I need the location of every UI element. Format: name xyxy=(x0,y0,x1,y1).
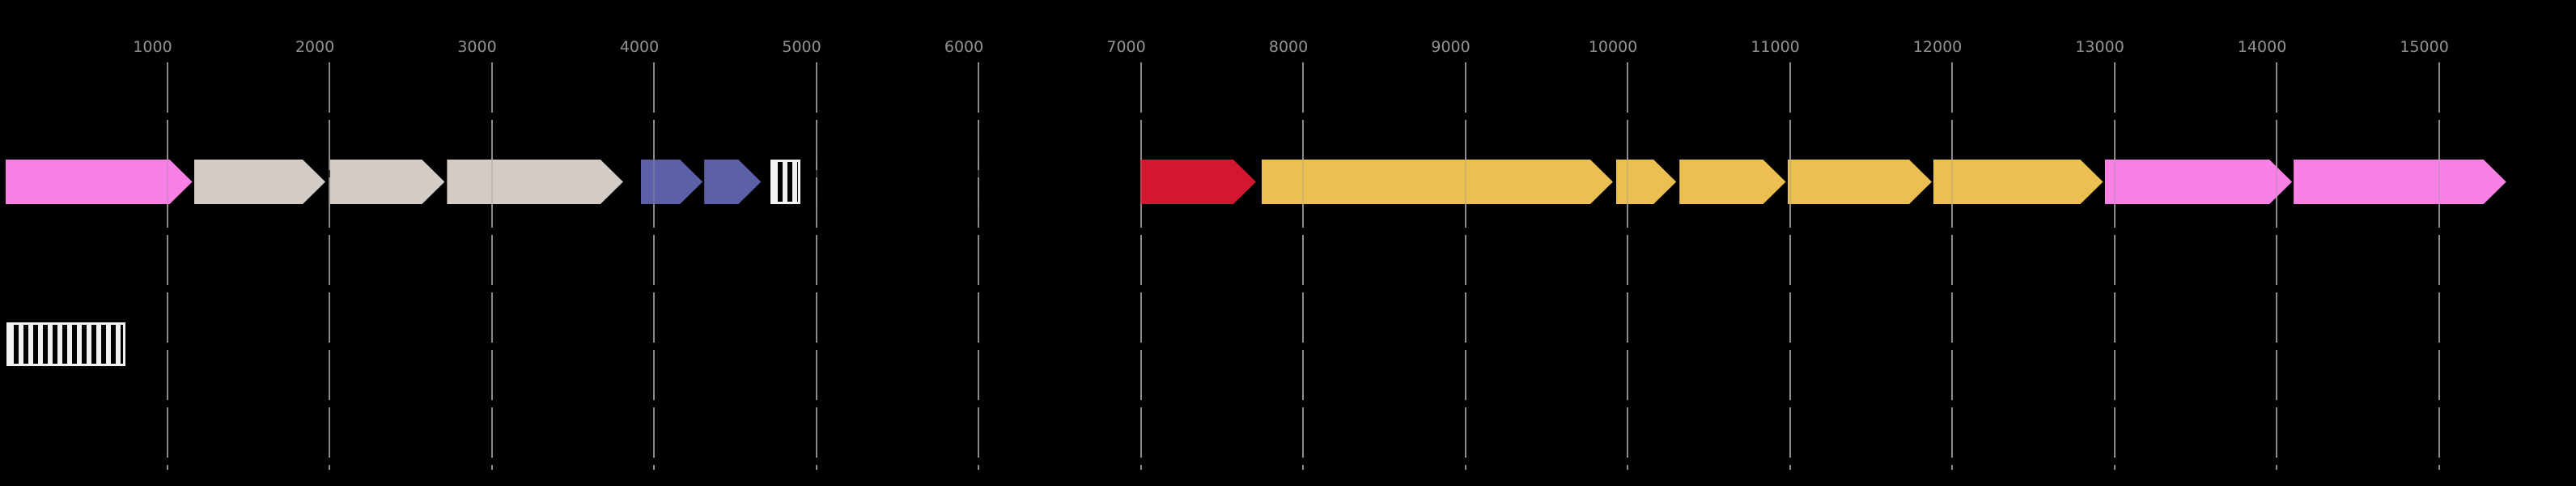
ruler-tick-label: 1000 xyxy=(133,38,172,56)
ruler-tick-label: 13000 xyxy=(2075,38,2124,56)
gene-arrow-14[interactable] xyxy=(2294,160,2506,204)
ruler-tick-label: 10000 xyxy=(1588,38,1638,56)
gene-arrow-12[interactable] xyxy=(1933,160,2103,204)
ruler-gridline xyxy=(1302,62,1305,470)
ruler-gridline xyxy=(978,62,980,470)
ruler-gridline xyxy=(2438,62,2440,470)
ruler-gridline xyxy=(1627,62,1629,470)
ruler-tick-label: 15000 xyxy=(2400,38,2449,56)
ruler-tick-label: 3000 xyxy=(457,38,497,56)
gene-arrow-3[interactable] xyxy=(330,160,444,204)
hatched-feature-2[interactable] xyxy=(6,322,126,366)
gene-arrow-4[interactable] xyxy=(447,160,623,204)
gene-arrow-9[interactable] xyxy=(1616,160,1676,204)
gene-arrow-6[interactable] xyxy=(704,160,761,204)
ruler-gridline xyxy=(1789,62,1791,470)
ruler-gridline xyxy=(329,62,331,470)
ruler-tick-label: 8000 xyxy=(1268,38,1309,56)
gene-arrow-11[interactable] xyxy=(1788,160,1932,204)
ruler-gridline-overlay xyxy=(1627,160,1629,204)
ruler-gridline-overlay xyxy=(978,160,980,204)
ruler-tick-label: 11000 xyxy=(1751,38,1800,56)
gene-arrow-7[interactable] xyxy=(1140,160,1256,204)
ruler-gridline-overlay xyxy=(1139,160,1142,204)
ruler-gridline-overlay xyxy=(490,160,493,204)
ruler-gridline xyxy=(1951,62,1954,470)
ruler-gridline xyxy=(1464,62,1466,470)
ruler-tick-label: 4000 xyxy=(619,38,660,56)
ruler-tick-label: 7000 xyxy=(1106,38,1146,56)
ruler-tick-label: 5000 xyxy=(782,38,821,56)
hatched-feature-1[interactable] xyxy=(770,160,801,204)
ruler-gridline xyxy=(2276,62,2278,470)
gene-arrow-13[interactable] xyxy=(2105,160,2293,204)
ruler-tick-label: 12000 xyxy=(1912,38,1963,56)
ruler-gridline xyxy=(2113,62,2116,470)
ruler-gridline-overlay xyxy=(653,160,656,204)
ruler-gridline-overlay xyxy=(2113,160,2116,204)
ruler-gridline xyxy=(490,62,493,470)
ruler-gridline-overlay xyxy=(1951,160,1954,204)
gene-arrow-10[interactable] xyxy=(1679,160,1785,204)
gene-arrow-5[interactable] xyxy=(641,160,702,204)
gene-arrow-2[interactable] xyxy=(194,160,325,204)
ruler-gridline-overlay xyxy=(1302,160,1305,204)
ruler-gridline xyxy=(815,62,817,470)
ruler-gridline-overlay xyxy=(1789,160,1791,204)
ruler-gridline-overlay xyxy=(2276,160,2278,204)
ruler-gridline-overlay xyxy=(1464,160,1466,204)
ruler-gridline xyxy=(166,62,168,470)
ruler-tick-label: 14000 xyxy=(2237,38,2287,56)
gene-arrow-8[interactable] xyxy=(1262,160,1613,204)
gene-arrow-1[interactable] xyxy=(6,160,193,204)
ruler-gridline-overlay xyxy=(815,160,817,204)
ruler-gridline-overlay xyxy=(166,160,168,204)
ruler-gridline xyxy=(1139,62,1142,470)
ruler-gridline-overlay xyxy=(2438,160,2440,204)
ruler-gridline-overlay xyxy=(329,160,331,204)
ruler-tick-label: 2000 xyxy=(295,38,335,56)
ruler-tick-label: 9000 xyxy=(1431,38,1470,56)
ruler-tick-label: 6000 xyxy=(944,38,984,56)
ruler-gridline xyxy=(653,62,656,470)
